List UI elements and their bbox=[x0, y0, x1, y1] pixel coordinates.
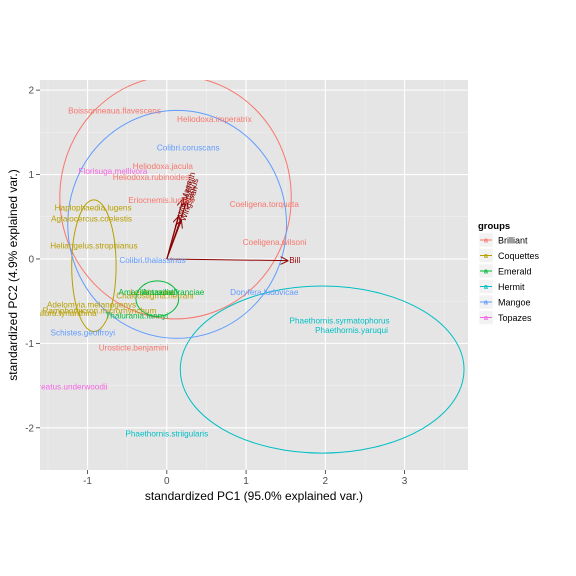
legend-label-topazes: Topazes bbox=[498, 313, 532, 323]
legend-label-mangoe: Mangoe bbox=[498, 298, 531, 308]
x-axis-title: standardized PC1 (95.0% explained var.) bbox=[145, 489, 363, 503]
point-label-heliodoxa-jacula: Heliodoxa.jacula bbox=[133, 162, 194, 171]
minor-gridlines bbox=[40, 80, 468, 470]
ellipse-mangoe bbox=[67, 109, 287, 339]
ellipse-hermit bbox=[179, 285, 465, 454]
point-label-colibri-coruscans: Colibri.coruscans bbox=[157, 144, 220, 153]
point-label-heliodoxa-rubinoides: Heliodoxa.rubinoides bbox=[113, 173, 189, 182]
point-label-doryfera-ludovicae: Doryfera.ludovicae bbox=[230, 288, 299, 297]
y-axis-title: standardized PC2 (4.9% explained var.) bbox=[6, 169, 20, 380]
legend: groups a Brilliant a Coquettes a Emerald a Herm… bbox=[478, 221, 540, 325]
legend-item-topazes: a Topazes bbox=[478, 310, 532, 325]
arrow-mass bbox=[166, 200, 183, 260]
legend-key-glyph: a bbox=[484, 253, 488, 260]
arrow-wingspan bbox=[166, 221, 181, 260]
point-labels: Boissonneaua.flavescens Heliodoxa.imperat… bbox=[23, 106, 390, 439]
legend-label-brilliant: Brilliant bbox=[498, 236, 528, 246]
y-tick-label: -2 bbox=[25, 423, 34, 434]
legend-label-emerald: Emerald bbox=[498, 267, 532, 277]
legend-label-hermit: Hermit bbox=[498, 282, 525, 292]
legend-item-emerald: a Emerald bbox=[478, 263, 532, 279]
ellipse-brilliant bbox=[59, 80, 292, 320]
legend-key-glyph: a bbox=[484, 300, 488, 307]
point-label-heliodoxa-imperatrix: Heliodoxa.imperatrix bbox=[177, 115, 252, 124]
y-tick-label: -1 bbox=[25, 339, 34, 350]
point-label-colibri-thalassinus: Colibri.thalassinus bbox=[119, 256, 185, 265]
point-label-heliangelus-strophianus: Heliangelus.strophianus bbox=[50, 241, 137, 250]
legend-key-glyph: a bbox=[484, 315, 488, 322]
ellipse-coquettes bbox=[71, 199, 117, 333]
x-axis-ticks: -1 0 1 2 3 bbox=[83, 470, 408, 487]
point-label-ocreatus-underwoodii: Ocreatus.underwoodii bbox=[28, 382, 108, 391]
x-tick-label: 0 bbox=[164, 476, 170, 487]
y-axis-ticks: -2 -1 0 1 2 bbox=[25, 86, 40, 434]
point-label-coeligena-torquata: Coeligena.torquata bbox=[230, 200, 300, 209]
arrow-bill bbox=[166, 259, 287, 261]
legend-title: groups bbox=[478, 221, 510, 232]
point-label-amazilia-franciae: Amazilia.franciae bbox=[142, 288, 205, 297]
legend-key-glyph: a bbox=[484, 238, 488, 245]
legend-label-coquettes: Coquettes bbox=[498, 251, 540, 261]
point-label-boissonneaua-flavescens: Boissonneaua.flavescens bbox=[68, 106, 161, 115]
legend-item-mangoe: a Mangoe bbox=[478, 294, 531, 310]
x-tick-label: 3 bbox=[402, 476, 408, 487]
point-label-ramphomicron-microrhynchum: Ramphomicron.microrhynchum bbox=[43, 306, 157, 315]
point-label-lesbia-nuna: Lesbia.nuna bbox=[130, 288, 175, 297]
point-label-chalcostigma-herrani: Chalcostigma.herrani bbox=[116, 291, 194, 300]
point-label-coeligena-wilsoni: Coeligena.wilsoni bbox=[243, 238, 307, 247]
arrow-label-bill: Bill bbox=[289, 256, 300, 265]
x-tick-label: 1 bbox=[243, 476, 249, 487]
ellipse-emerald bbox=[135, 280, 180, 317]
legend-items: a Brilliant a Coquettes a Emerald a Hermit a Mang… bbox=[478, 232, 540, 325]
major-gridlines bbox=[40, 80, 468, 470]
point-label-schistes-geoffroyi: Schistes.geoffroyi bbox=[51, 328, 116, 337]
x-tick-label: 2 bbox=[323, 476, 329, 487]
group-ellipses bbox=[59, 80, 465, 454]
plot-panel bbox=[40, 80, 468, 470]
legend-key-glyph: a bbox=[484, 284, 488, 291]
legend-item-brilliant: a Brilliant bbox=[478, 232, 528, 248]
point-label-phaethornis-syrmatophorus: Phaethornis.syrmatophorus bbox=[290, 317, 390, 326]
point-label-haplophaedia-lugens: Haplophaedia.lugens bbox=[55, 203, 132, 212]
legend-item-coquettes: a Coquettes bbox=[478, 248, 540, 263]
x-tick-label: -1 bbox=[83, 476, 92, 487]
legend-key-glyph: a bbox=[484, 269, 488, 276]
y-tick-label: 2 bbox=[28, 86, 34, 97]
point-label-adelomyia-melanogenys: Adelomyia.melanogenys bbox=[47, 301, 136, 310]
point-label-eriocnemis-luciani: Eriocnemis.luciani bbox=[128, 196, 194, 205]
point-label-urosticte-benjamini: Urosticte.benjamini bbox=[99, 344, 169, 353]
point-label-aglaiocercus-coelestis: Aglaiocercus.coelestis bbox=[51, 214, 132, 223]
point-label-thalurania-fannyi: Thalurania.fannyi bbox=[105, 312, 168, 321]
point-label-phaethornis-striigularis: Phaethornis.striigularis bbox=[125, 430, 208, 439]
legend-item-hermit: a Hermit bbox=[478, 279, 525, 294]
point-label-florisuga-mellivora: Florisuga.mellivora bbox=[79, 167, 148, 176]
point-label-amazilia-tzacatl: Amazilia.tzacatl bbox=[119, 288, 176, 297]
y-tick-label: 0 bbox=[28, 254, 34, 265]
y-tick-label: 1 bbox=[28, 170, 34, 181]
point-label-phaethornis-yaruqui: Phaethornis.yaruqui bbox=[315, 326, 388, 335]
point-label-metallura-tyrianthina: Metallura.tyrianthina bbox=[23, 309, 97, 318]
